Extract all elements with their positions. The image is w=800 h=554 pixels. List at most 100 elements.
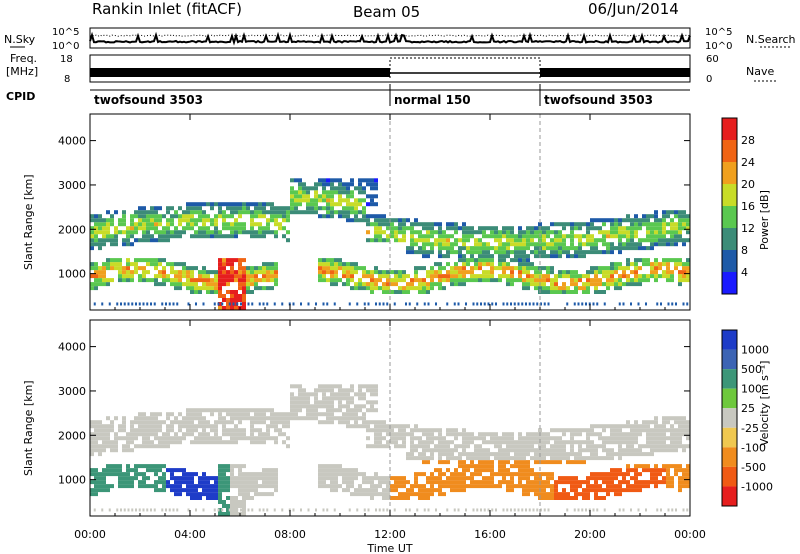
velocity-cell	[542, 492, 546, 497]
velocity-cell	[254, 472, 258, 477]
velocity-cell	[142, 444, 146, 449]
velocity-cell	[334, 488, 338, 493]
velocity-cell	[518, 484, 522, 489]
velocity-cell	[154, 428, 158, 433]
velocity-cell	[682, 448, 686, 453]
power-cell	[554, 250, 558, 255]
power-cell	[210, 206, 214, 211]
power-cell	[238, 270, 242, 275]
velocity-cell	[474, 468, 478, 473]
velocity-cell	[202, 476, 206, 481]
velocity-cell	[654, 440, 658, 445]
power-cell	[614, 286, 618, 291]
power-cell	[322, 270, 326, 275]
power-cell	[254, 234, 258, 239]
power-cell	[490, 266, 494, 271]
power-cell	[462, 274, 466, 279]
power-cell	[150, 206, 154, 211]
power-cell	[638, 258, 642, 263]
velocity-cell	[254, 408, 258, 413]
power-cell	[262, 230, 266, 235]
power-cell	[513, 302, 516, 306]
power-cell	[470, 226, 474, 231]
power-cell	[534, 278, 538, 283]
power-cell	[390, 278, 394, 283]
velocity-cell	[190, 428, 194, 433]
power-cell	[226, 258, 230, 263]
velocity-cell	[542, 436, 546, 441]
velocity-cell	[554, 436, 558, 441]
power-cell	[458, 258, 462, 263]
power-cell	[658, 262, 662, 267]
power-cell	[594, 286, 598, 291]
power-cell	[446, 250, 450, 255]
power-cell	[566, 246, 570, 251]
velocity-cell	[495, 508, 497, 512]
power-cell	[302, 198, 306, 203]
velocity-cell	[318, 484, 322, 489]
velocity-cell	[262, 416, 266, 421]
velocity-cell	[418, 428, 422, 433]
power-ylabel: Slant Range [km]	[22, 174, 35, 270]
velocity-cell	[94, 472, 98, 477]
velocity-cell	[454, 444, 458, 449]
velocity-cell	[290, 412, 294, 417]
power-cell	[334, 258, 338, 263]
velocity-cell	[118, 468, 122, 473]
power-cell	[330, 282, 334, 287]
power-cell	[426, 226, 430, 231]
power-cell	[118, 278, 122, 283]
power-cell	[194, 230, 198, 235]
power-cell	[182, 226, 186, 231]
power-cell	[446, 238, 450, 243]
power-cell	[542, 278, 546, 283]
velocity-cell	[558, 448, 562, 453]
power-cell	[670, 278, 674, 283]
power-cell	[146, 234, 150, 239]
power-cell	[682, 218, 686, 223]
velocity-cell	[127, 508, 130, 512]
power-cell	[626, 262, 630, 267]
power-cell	[162, 270, 166, 275]
power-cell	[386, 286, 390, 291]
power-cell	[606, 282, 610, 287]
velocity-cell	[562, 452, 566, 457]
velocity-cell	[94, 484, 98, 489]
velocity-cell	[126, 480, 130, 485]
velocity-cell	[506, 444, 510, 449]
velocity-cell	[176, 508, 179, 512]
power-cell	[390, 290, 394, 294]
power-cell	[322, 262, 326, 267]
velocity-cell	[386, 476, 390, 481]
power-cell	[438, 246, 442, 251]
power-cell	[438, 266, 442, 271]
velocity-cell	[578, 448, 582, 453]
power-cell	[610, 246, 614, 251]
velocity-cell	[198, 412, 202, 417]
velocity-cell	[318, 480, 322, 485]
power-cell	[120, 302, 122, 306]
power-cell	[526, 266, 530, 271]
velocity-cell	[470, 452, 474, 457]
power-cell	[530, 266, 534, 271]
power-cell	[226, 262, 230, 267]
velocity-cell	[230, 468, 234, 473]
velocity-cell	[126, 444, 130, 449]
power-cell	[542, 246, 546, 251]
power-cell	[366, 214, 370, 219]
power-cell	[514, 238, 518, 243]
power-cell	[326, 262, 330, 267]
power-cell	[270, 206, 274, 211]
velocity-cell	[658, 480, 662, 485]
power-cell	[542, 274, 546, 279]
velocity-cell	[506, 432, 510, 437]
power-cell	[290, 186, 294, 191]
power-cell	[298, 190, 302, 195]
power-cell	[158, 230, 162, 235]
velocity-cell	[590, 448, 594, 453]
power-cell	[566, 286, 570, 291]
velocity-cell	[462, 428, 466, 433]
power-cell	[465, 302, 467, 306]
velocity-cell	[346, 396, 350, 401]
velocity-cell	[406, 480, 410, 485]
